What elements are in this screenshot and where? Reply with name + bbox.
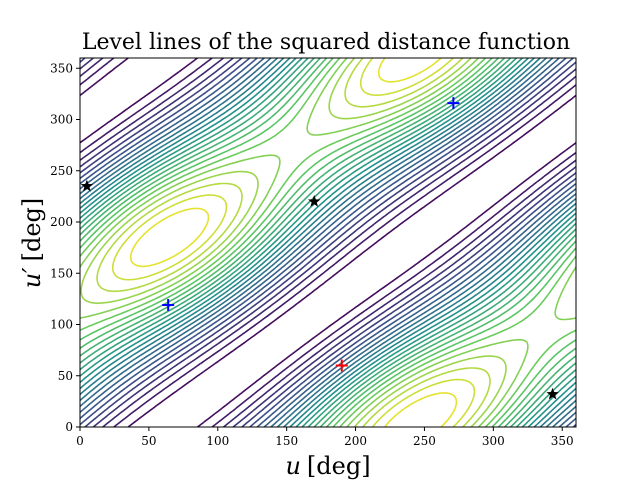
star-marker	[80, 179, 94, 192]
contour-level	[80, 58, 576, 427]
contour-level	[80, 58, 576, 427]
contour-level	[111, 58, 476, 427]
y-tick-label: 250	[50, 164, 73, 178]
contour-level	[80, 58, 576, 427]
y-tick-label: 100	[50, 318, 73, 332]
contour-level	[80, 58, 576, 427]
contour-lines	[80, 58, 576, 427]
blue-plus-marker	[447, 97, 460, 110]
contour-level	[80, 58, 576, 427]
y-tick-label: 300	[50, 113, 73, 127]
x-tick-label: 300	[482, 434, 505, 448]
contour-level	[129, 58, 458, 427]
x-tick-label: 150	[275, 434, 298, 448]
red-plus-marker	[335, 359, 348, 372]
y-tick-label: 350	[50, 61, 73, 75]
y-tick-label: 0	[65, 420, 73, 434]
y-tick-label: 50	[58, 369, 73, 383]
y-axis-label: u′ [deg]	[18, 198, 46, 289]
x-tick-label: 200	[344, 434, 367, 448]
contour-level	[80, 58, 576, 427]
star-marker	[546, 387, 559, 400]
x-tick-label: 250	[413, 434, 436, 448]
x-axis-variable: u	[285, 452, 300, 480]
star-marker	[308, 195, 321, 207]
y-axis-unit: [deg]	[18, 198, 46, 262]
x-axis-ticks: 0 50 100 150 200 250 300 350	[76, 427, 574, 448]
contour-level	[80, 58, 507, 427]
contour-level	[80, 58, 576, 427]
contour-level	[80, 58, 576, 427]
markers-layer	[80, 97, 559, 400]
contour-level	[80, 58, 576, 427]
contour-level	[80, 58, 576, 427]
x-tick-label: 50	[141, 434, 156, 448]
chart-title: Level lines of the squared distance func…	[82, 30, 570, 55]
contour-level	[80, 58, 576, 427]
x-axis-label: u [deg]	[285, 452, 370, 480]
contour-level	[80, 58, 576, 427]
y-axis-variable: u′	[18, 267, 46, 288]
x-tick-label: 0	[76, 434, 84, 448]
y-axis-ticks: 0 50 100 150 200 250 300 350	[50, 61, 80, 434]
blue-plus-marker	[162, 299, 175, 312]
plot-area	[80, 58, 576, 427]
x-tick-label: 100	[206, 434, 229, 448]
plot-background	[80, 58, 576, 427]
x-axis-unit: [deg]	[307, 452, 371, 480]
x-tick-label: 350	[551, 434, 574, 448]
contour-level	[80, 58, 576, 427]
plot-frame	[79, 57, 577, 428]
y-tick-label: 150	[50, 266, 73, 280]
contour-level	[80, 58, 576, 427]
contour-level	[80, 58, 576, 427]
y-tick-label: 200	[50, 215, 73, 229]
